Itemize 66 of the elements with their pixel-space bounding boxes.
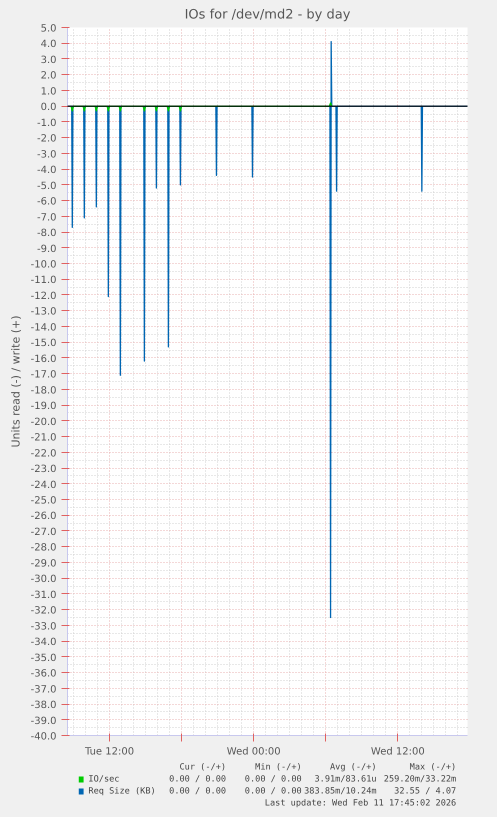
y-tick-label: -22.0 [30, 448, 56, 460]
y-tick-label: -40.0 [30, 732, 56, 742]
y-tick-label: -6.0 [36, 196, 57, 208]
y-tick-label: -34.0 [30, 637, 56, 648]
y-tick-label: -14.0 [30, 322, 56, 334]
y-tick-label: 4.0 [40, 39, 57, 50]
x-tick-label: Tue 12:00 [84, 746, 134, 758]
y-tick-label: -9.0 [36, 244, 57, 255]
y-tick-label: -11.0 [30, 275, 56, 286]
y-tick-label: -5.0 [36, 180, 57, 192]
y-tick-label: -23.0 [30, 464, 56, 476]
y-tick-label: -8.0 [36, 228, 57, 240]
y-tick-label: -36.0 [30, 668, 56, 680]
y-tick-label: -21.0 [30, 432, 56, 444]
y-tick-label: 0.0 [40, 102, 57, 114]
text: Avg (-/+) [330, 762, 377, 772]
x-tick-label: Wed 12:00 [370, 746, 425, 758]
y-tick-label: -17.0 [30, 370, 56, 381]
y-tick-label: -28.0 [30, 542, 56, 554]
y-tick-label: 1.0 [40, 86, 57, 98]
y-tick-label: -27.0 [30, 526, 56, 538]
y-tick-label: -15.0 [30, 338, 56, 350]
y-tick-label: -24.0 [30, 480, 56, 491]
y-axis-title: Units read (-) / write (+) [10, 315, 23, 448]
text: 0.00 / 0.00 [169, 774, 226, 784]
x-tick-label: Wed 00:00 [226, 746, 281, 758]
chart-title: IOs for /dev/md2 - by day [184, 8, 351, 22]
y-tick-label: -25.0 [30, 496, 56, 506]
y-tick-label: -37.0 [30, 684, 56, 696]
y-tick-label: -10.0 [30, 260, 56, 270]
text: Last update: Wed Feb 11 17:45:02 2026 [264, 798, 456, 808]
y-tick-label: -20.0 [30, 416, 56, 428]
text: 259.20m/33.22m [384, 774, 456, 784]
text: 32.55 / 4.07 [394, 786, 456, 796]
y-tick-label: -18.0 [30, 385, 56, 396]
text: Max (-/+) [410, 762, 456, 772]
text: Cur (-/+) [179, 762, 226, 772]
y-tick-label: -2.0 [36, 134, 57, 145]
y-tick-label: -19.0 [30, 401, 56, 412]
y-tick-label: -38.0 [30, 700, 56, 712]
y-tick-label: -35.0 [30, 652, 56, 664]
text: 3.91m/83.61u [314, 774, 377, 784]
text: 0.00 / 0.00 [169, 786, 226, 796]
legend-label: Req Size (KB) [88, 786, 156, 796]
legend-label: IO/sec [88, 774, 120, 784]
y-tick-label: -13.0 [30, 306, 56, 318]
y-tick-label: -1.0 [36, 118, 57, 129]
y-tick-label: -7.0 [36, 212, 57, 224]
y-tick-label: -3.0 [36, 149, 57, 160]
y-tick-label: 3.0 [40, 54, 57, 66]
text: 0.00 / 0.00 [244, 774, 302, 784]
text: Min (-/+) [255, 762, 302, 772]
y-tick-label: 5.0 [40, 24, 57, 34]
text: 0.00 / 0.00 [244, 786, 302, 796]
y-tick-label: -31.0 [30, 590, 56, 601]
y-tick-label: 2.0 [40, 70, 57, 82]
y-tick-label: -26.0 [30, 511, 56, 522]
y-tick-label: -12.0 [30, 290, 56, 302]
y-tick-label: -32.0 [30, 606, 56, 617]
y-tick-label: -39.0 [30, 716, 56, 727]
text: 383.85m/10.24m [304, 786, 377, 796]
y-tick-label: -16.0 [30, 354, 56, 365]
y-tick-label: -29.0 [30, 558, 56, 570]
y-tick-label: -4.0 [36, 165, 57, 176]
y-tick-label: -33.0 [30, 621, 56, 632]
y-tick-label: -30.0 [30, 574, 56, 586]
